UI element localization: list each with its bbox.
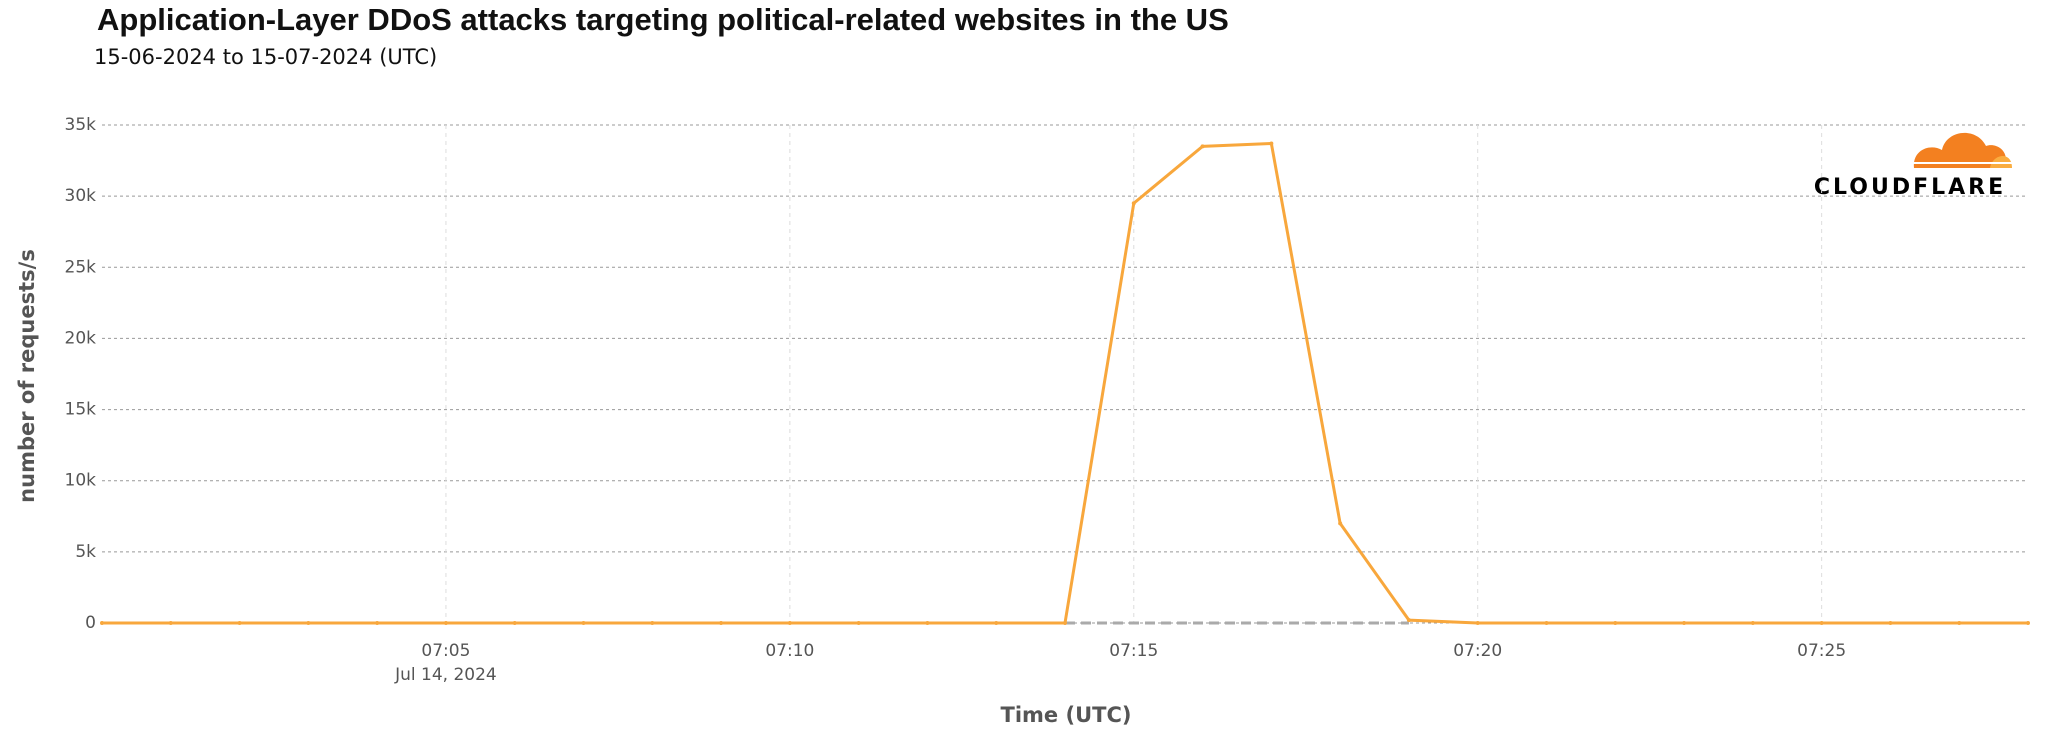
point — [443, 621, 448, 625]
point — [1063, 621, 1067, 625]
x-date-label: Jul 14, 2024 — [394, 665, 497, 685]
point — [100, 621, 104, 625]
chart-subtitle: 15-06-2024 to 15-07-2024 (UTC) — [94, 45, 437, 69]
point — [1338, 521, 1343, 526]
point — [1406, 618, 1411, 623]
x-axis-title: Time (UTC) — [1001, 703, 1132, 727]
x-tick-label: 07:25 — [1797, 641, 1846, 661]
point — [1269, 141, 1274, 146]
point — [1888, 621, 1893, 625]
y-tick-label: 15k — [65, 400, 97, 420]
x-tick-label: 07:10 — [765, 641, 814, 661]
point — [1957, 621, 1962, 625]
point — [1131, 201, 1136, 206]
series-line — [102, 141, 2028, 625]
point — [650, 621, 655, 625]
point — [1475, 621, 1480, 625]
point — [719, 621, 724, 625]
point — [1613, 621, 1618, 625]
x-tick-label: 07:20 — [1453, 641, 1502, 661]
point — [1544, 621, 1549, 625]
point — [856, 621, 861, 625]
chart-title: Application-Layer DDoS attacks targeting… — [97, 2, 1229, 37]
point — [375, 621, 380, 625]
point — [237, 621, 242, 625]
x-tick-label: 07:15 — [1109, 641, 1158, 661]
y-tick-label: 5k — [75, 542, 96, 562]
point — [512, 621, 517, 625]
point — [581, 621, 586, 625]
point — [1200, 144, 1205, 149]
y-axis-title: number of requests/s — [15, 249, 39, 503]
y-tick-label: 35k — [65, 115, 97, 135]
point — [168, 621, 173, 625]
y-tick-label: 20k — [65, 328, 97, 348]
point — [787, 621, 792, 625]
logo: CLOUDFLARE — [1814, 132, 2014, 200]
point — [1819, 621, 1824, 625]
point — [925, 621, 930, 625]
point — [1682, 621, 1687, 625]
y-tick-label: 30k — [65, 186, 97, 206]
y-tick-label: 10k — [65, 471, 97, 491]
y-tick-label: 25k — [65, 257, 97, 277]
point — [994, 621, 999, 625]
point — [306, 621, 311, 625]
y-tick-label: 0 — [85, 613, 96, 633]
point — [1750, 621, 1755, 625]
point — [2026, 621, 2030, 625]
x-tick-label: 07:05 — [421, 641, 470, 661]
